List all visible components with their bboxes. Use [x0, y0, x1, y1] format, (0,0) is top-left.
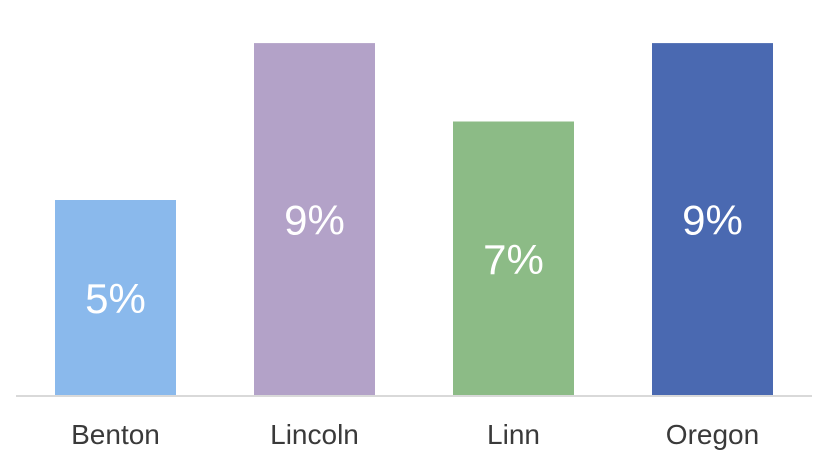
data-label-lincoln: 9%: [284, 197, 345, 244]
category-label-oregon: Oregon: [666, 419, 759, 450]
data-label-benton: 5%: [85, 275, 146, 322]
data-label-linn: 7%: [483, 236, 544, 283]
bar-linn: [453, 121, 574, 396]
category-labels-layer: Benton Lincoln Linn Oregon: [71, 419, 759, 450]
category-label-lincoln: Lincoln: [270, 419, 359, 450]
data-labels-layer: 5% 9% 7% 9%: [85, 197, 743, 322]
bars-layer: [55, 43, 773, 396]
data-label-oregon: 9%: [682, 197, 743, 244]
bar-oregon: [652, 43, 773, 396]
bar-lincoln: [254, 43, 375, 396]
category-label-benton: Benton: [71, 419, 160, 450]
category-label-linn: Linn: [487, 419, 540, 450]
bar-benton: [55, 200, 176, 396]
